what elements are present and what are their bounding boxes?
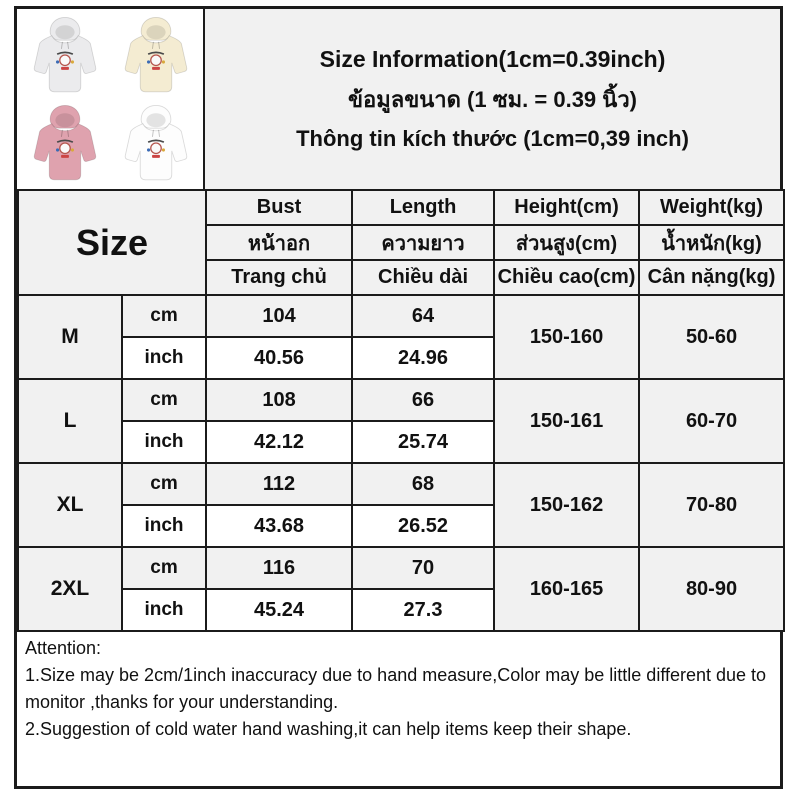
cell-m-cm-bust: 104 <box>205 294 354 338</box>
cell-xl-cm-bust: 112 <box>205 462 354 506</box>
cell-xl-height: 150-162 <box>493 462 641 548</box>
col-header-height-vi: Chiều cao(cm) <box>493 259 641 296</box>
unit-cm: cm <box>120 378 208 422</box>
attention-item-2: 2.Suggestion of cold water hand washing,… <box>25 719 632 739</box>
cell-2xl-weight: 80-90 <box>638 546 786 632</box>
drawstrings <box>60 129 69 137</box>
size-label-m: M <box>17 294 123 380</box>
attention-item-1: 1.Size may be 2cm/1inch inaccuracy due t… <box>25 665 767 712</box>
cell-l-cm-length: 66 <box>351 378 496 422</box>
unit-cm: cm <box>120 462 208 506</box>
cell-m-weight: 50-60 <box>638 294 786 380</box>
cell-m-inch-bust: 40.56 <box>205 336 354 380</box>
size-label-l: L <box>17 378 123 464</box>
col-header-height-th: ส่วนสูง(cm) <box>493 224 641 261</box>
drawstrings <box>60 41 69 49</box>
hood-opening <box>54 113 75 128</box>
hoodie-image-pink <box>33 104 96 181</box>
chest-print <box>55 139 74 158</box>
unit-cm: cm <box>120 546 208 590</box>
size-chart-content: Size Information(1cm=0.39inch) ข้อมูลขนา… <box>14 6 786 789</box>
size-header: Size <box>16 189 208 296</box>
unit-inch: inch <box>120 336 208 380</box>
unit-cm: cm <box>120 294 208 338</box>
cell-2xl-inch-length: 27.3 <box>351 588 496 632</box>
drawstrings <box>151 129 160 137</box>
cell-m-cm-length: 64 <box>351 294 496 338</box>
hoodie-image-white <box>124 104 187 181</box>
col-header-height-en: Height(cm) <box>493 189 641 226</box>
attention-section: Attention: 1.Size may be 2cm/1inch inacc… <box>17 632 780 786</box>
chest-print <box>146 51 165 70</box>
size-label-2xl: 2XL <box>17 546 123 632</box>
attention-heading: Attention: <box>25 638 102 658</box>
cell-l-weight: 60-70 <box>638 378 786 464</box>
cell-l-height: 150-161 <box>493 378 641 464</box>
col-header-bust-en: Bust <box>205 189 354 226</box>
cell-xl-weight: 70-80 <box>638 462 786 548</box>
col-header-bust-th: หน้าอก <box>205 224 354 261</box>
col-header-weight-en: Weight(kg) <box>638 189 786 226</box>
col-header-weight-vi: Cân nặng(kg) <box>638 259 786 296</box>
unit-inch: inch <box>120 504 208 548</box>
cell-m-inch-length: 24.96 <box>351 336 496 380</box>
product-photo-grid <box>17 9 205 189</box>
cell-l-inch-length: 25.74 <box>351 420 496 464</box>
chest-print <box>146 139 165 158</box>
col-header-weight-th: น้ำหนัก(kg) <box>638 224 786 261</box>
page-title: Size Information(1cm=0.39inch) <box>319 46 666 72</box>
unit-inch: inch <box>120 588 208 632</box>
page-title-vietnamese: Thông tin kích thước (1cm=0,39 inch) <box>296 126 689 151</box>
cell-l-cm-bust: 108 <box>205 378 354 422</box>
top-section: Size Information(1cm=0.39inch) ข้อมูลขนา… <box>17 9 780 189</box>
size-label-xl: XL <box>17 462 123 548</box>
cell-xl-cm-length: 68 <box>351 462 496 506</box>
cell-2xl-cm-bust: 116 <box>205 546 354 590</box>
hoodie-image-gray <box>33 16 96 93</box>
hood-opening <box>145 25 166 40</box>
cell-m-height: 150-160 <box>493 294 641 380</box>
col-header-length-en: Length <box>351 189 496 226</box>
cell-2xl-height: 160-165 <box>493 546 641 632</box>
cell-2xl-cm-length: 70 <box>351 546 496 590</box>
chest-print <box>55 51 74 70</box>
col-header-bust-vi: Trang chủ <box>205 259 354 296</box>
hood-opening <box>145 113 166 128</box>
title-block: Size Information(1cm=0.39inch) ข้อมูลขนา… <box>205 9 780 189</box>
cell-xl-inch-length: 26.52 <box>351 504 496 548</box>
hood-opening <box>54 25 75 40</box>
cell-xl-inch-bust: 43.68 <box>205 504 354 548</box>
hoodie-image-cream <box>124 16 187 93</box>
cell-l-inch-bust: 42.12 <box>205 420 354 464</box>
page-title-thai: ข้อมูลขนาด (1 ซม. = 0.39 นิ้ว) <box>347 87 637 112</box>
col-header-length-th: ความยาว <box>351 224 496 261</box>
cell-2xl-inch-bust: 45.24 <box>205 588 354 632</box>
col-header-length-vi: Chiều dài <box>351 259 496 296</box>
unit-inch: inch <box>120 420 208 464</box>
drawstrings <box>151 41 160 49</box>
size-table: Size Bust Length Height(cm) Weight(kg) ห… <box>16 189 786 632</box>
